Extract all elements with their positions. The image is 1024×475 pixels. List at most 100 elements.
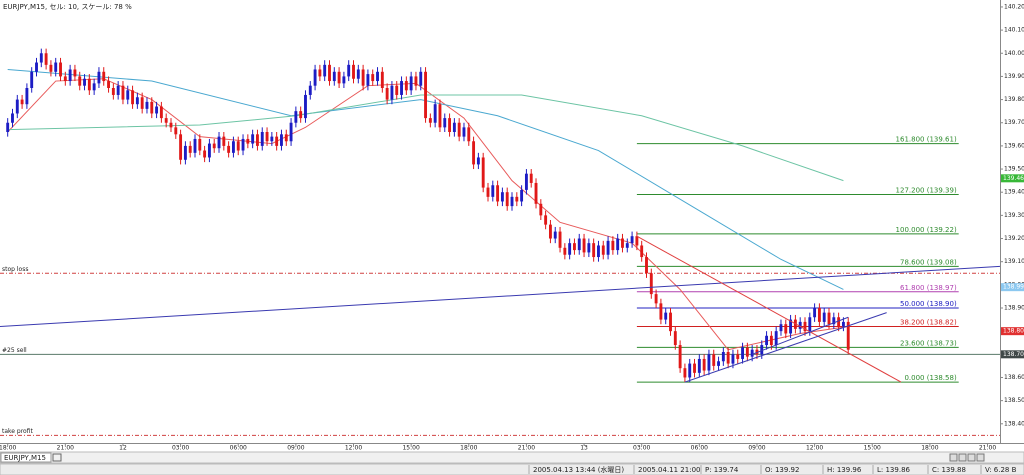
- x-tick-label: 21:00: [57, 445, 74, 452]
- candle-body: [227, 145, 231, 153]
- candle-body: [621, 238, 624, 248]
- y-tick-label: 140.10: [1004, 27, 1024, 34]
- candle-body: [73, 69, 77, 77]
- candle-body: [789, 319, 793, 334]
- candle-body: [400, 81, 403, 95]
- candle-body: [606, 240, 610, 255]
- candle-body: [832, 317, 836, 325]
- candle-body: [280, 134, 283, 146]
- candle-body: [135, 97, 139, 105]
- y-tick-label: 138.60: [1004, 374, 1024, 381]
- x-tick-label: 13: [580, 445, 588, 452]
- tab-icon[interactable]: [52, 453, 62, 462]
- order-label: #25 sell: [2, 347, 27, 354]
- candle-body: [275, 136, 279, 146]
- candle-body: [116, 85, 120, 95]
- price-tag: [1001, 174, 1024, 183]
- x-tick-label: 12:00: [806, 445, 823, 452]
- candle-body: [774, 331, 778, 346]
- candle-body: [798, 321, 802, 329]
- status-text: C: 139.88: [932, 466, 966, 474]
- candle-body: [630, 236, 634, 244]
- candle-body: [745, 347, 749, 357]
- candle-body: [63, 76, 67, 82]
- status-text: 2005.04.11 21:00: [638, 466, 700, 474]
- scroll-button[interactable]: [958, 453, 967, 462]
- tab-label[interactable]: EURJPY,M15: [4, 454, 46, 462]
- status-text: V: 6.28 B: [985, 466, 1017, 474]
- candle-body: [424, 71, 427, 119]
- x-tick-label: 18:00: [0, 445, 17, 452]
- candle-body: [717, 361, 720, 366]
- candle-body: [270, 136, 274, 142]
- candle-body: [169, 122, 173, 128]
- candle-body: [625, 243, 629, 248]
- candle-body: [529, 173, 533, 183]
- candle-body: [313, 69, 317, 86]
- candle-body: [645, 257, 648, 274]
- x-tick-label: 18:00: [460, 445, 477, 452]
- candle-body: [481, 157, 485, 188]
- candle-body: [328, 64, 331, 82]
- candle-body: [222, 136, 226, 146]
- candle-body: [44, 53, 48, 65]
- candle-body: [68, 69, 72, 82]
- candle-body: [174, 127, 178, 135]
- x-tick-label: 15:00: [864, 445, 881, 452]
- candle-body: [265, 132, 269, 142]
- candle-body: [155, 106, 159, 114]
- candle-body: [438, 104, 442, 128]
- candle-body: [188, 145, 192, 153]
- candle-body: [577, 238, 581, 251]
- x-tick-label: 03:00: [633, 445, 650, 452]
- candle-body: [131, 90, 135, 105]
- y-tick-label: 139.60: [1004, 142, 1024, 149]
- scroll-button[interactable]: [967, 453, 976, 462]
- fib-label: 61.800 (138.97): [900, 284, 957, 292]
- y-tick-label: 139.80: [1004, 96, 1024, 103]
- candle-body: [592, 243, 596, 258]
- candle-body: [231, 141, 235, 153]
- fib-label: 0.000 (138.58): [904, 374, 956, 382]
- fib-label: 78.600 (139.08): [900, 258, 957, 266]
- candle-body: [203, 150, 207, 158]
- candle-body: [87, 78, 91, 91]
- candle-body: [750, 349, 754, 357]
- candle-body: [380, 71, 384, 88]
- candle-body: [183, 145, 187, 160]
- candle-body: [332, 71, 336, 82]
- price-tag: [1001, 283, 1024, 292]
- scroll-button[interactable]: [949, 453, 958, 462]
- candle-body: [284, 134, 288, 142]
- candle-body: [548, 224, 552, 239]
- candle-body: [520, 189, 524, 202]
- candle-body: [544, 215, 548, 225]
- y-tick-label: 139.10: [1004, 258, 1024, 265]
- candle-body: [126, 90, 130, 100]
- candle-body: [107, 81, 110, 88]
- x-tick-label: 12: [119, 445, 127, 452]
- price-tag-label: 138.80: [1003, 328, 1024, 335]
- candle-body: [534, 182, 538, 204]
- candle-body: [198, 138, 202, 151]
- price-tag-label: 138.99: [1003, 284, 1024, 291]
- moving-average: [7, 68, 844, 290]
- candle-body: [404, 81, 408, 91]
- trendline: [751, 316, 849, 355]
- x-tick-label: 12:00: [345, 445, 362, 452]
- y-tick-label: 138.90: [1004, 305, 1024, 312]
- y-tick-label: 139.40: [1004, 189, 1024, 196]
- chart-tab[interactable]: [0, 452, 52, 463]
- candle-body: [111, 88, 115, 95]
- scroll-button[interactable]: [976, 453, 985, 462]
- candle-body: [15, 99, 19, 114]
- x-tick-label: 15:00: [402, 445, 419, 452]
- plot-area: stop loss #25 sell take profit 161.800 (139…: [0, 48, 1001, 436]
- candle-body: [78, 76, 82, 86]
- candle-body: [693, 363, 696, 373]
- candle-body: [49, 64, 53, 72]
- status-text: 2005.04.13 13:44 (水曜日): [533, 465, 624, 474]
- candle-body: [765, 335, 769, 346]
- candle-body: [573, 243, 576, 251]
